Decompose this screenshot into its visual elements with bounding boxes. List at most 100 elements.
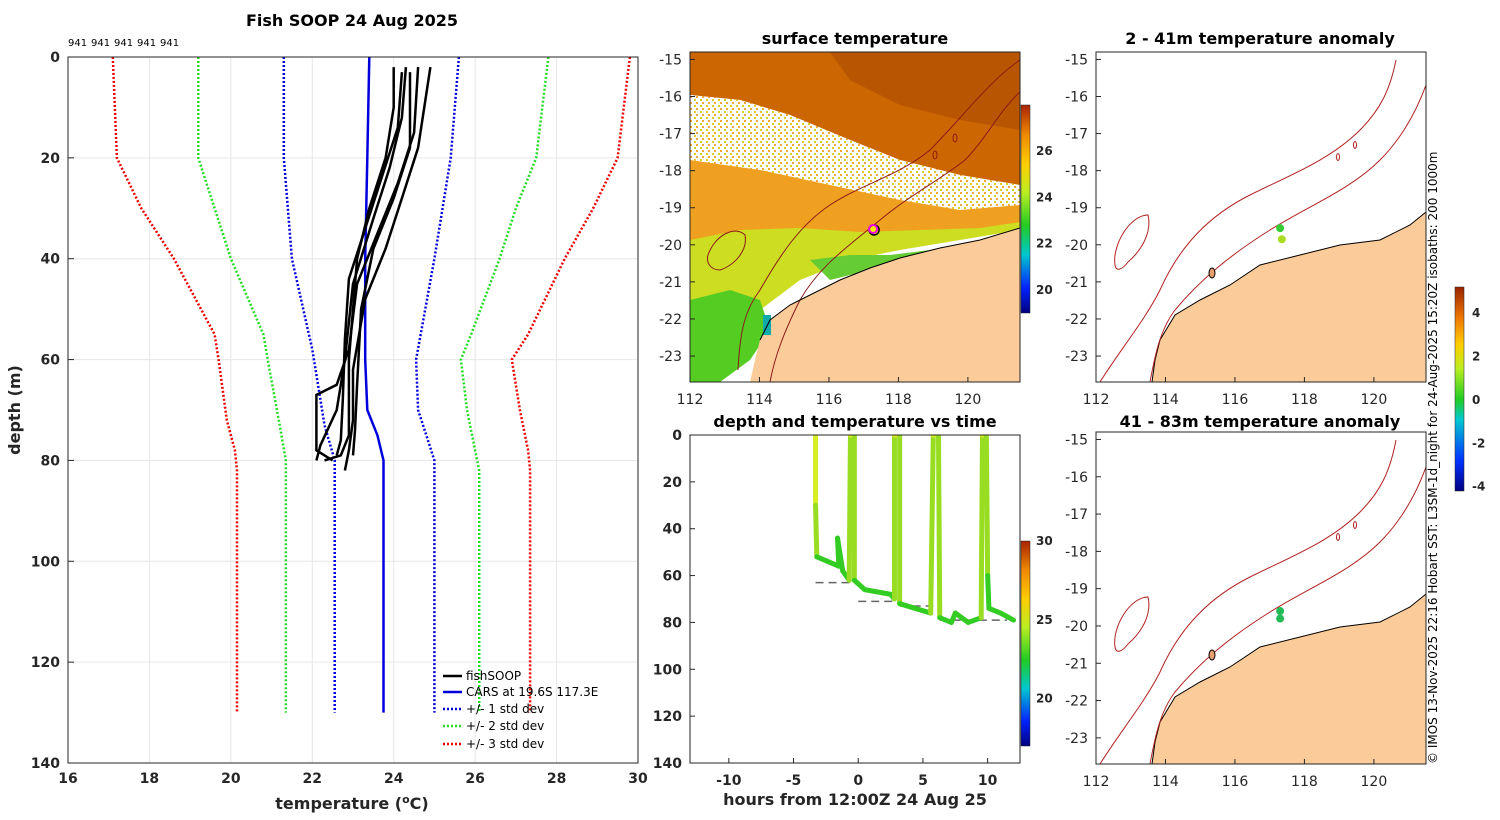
anom-shallow-points (1276, 224, 1286, 244)
dt-xtick-label: 5 (918, 773, 928, 789)
anom-colorbar (1454, 286, 1465, 492)
dt-ytick-label: 20 (663, 475, 683, 491)
dt-track-segment (835, 535, 846, 574)
map-xtick-label: 116 (816, 392, 843, 408)
map-xtick-label: 114 (1152, 774, 1179, 790)
legend-label-3std: +/- 3 std dev (466, 737, 544, 751)
map-ytick-label: -23 (1065, 731, 1088, 747)
profile-series-line (111, 56, 239, 713)
profile-series-line (459, 56, 550, 713)
sst-marker-ring (868, 223, 879, 234)
sst-profile-marker (868, 223, 880, 236)
map-ytick-label: -20 (1065, 238, 1088, 254)
map-ytick-label: -16 (1065, 470, 1088, 486)
profile-xtick-label: 26 (465, 771, 484, 787)
legend-label-fishsoop: fishSOOP (466, 669, 521, 683)
profile-xtick-label: 22 (303, 771, 322, 787)
map-xtick-label: 112 (1083, 774, 1110, 790)
anom-deep-title: 41 - 83m temperature anomaly (1120, 412, 1401, 431)
map-ytick-label: -21 (1065, 656, 1088, 672)
map-ytick-label: -18 (1065, 164, 1088, 180)
dt-track-segment (998, 610, 1017, 623)
dt-colorbar-tick: 25 (1036, 613, 1053, 627)
dt-track-segment (862, 587, 894, 597)
map-xtick-label: 120 (1361, 774, 1388, 790)
dt-track-segment (846, 435, 853, 583)
dt-track-segment (813, 502, 820, 560)
sst-colorbar (1020, 104, 1031, 314)
sst-map-axes-box (689, 51, 1021, 383)
map-xtick-label: 114 (746, 392, 773, 408)
dt-track-segment (985, 573, 992, 611)
legend-label-2std: +/- 2 std dev (466, 719, 544, 733)
map-ytick-label: -19 (659, 201, 682, 217)
sst-map-title: surface temperature (762, 29, 949, 48)
profile-ytick-label: 40 (41, 252, 61, 268)
profile-title: Fish SOOP 24 Aug 2025 (246, 11, 458, 30)
anom-colorbar-tick: 4 (1472, 306, 1480, 320)
map-ytick-label: -19 (1065, 201, 1088, 217)
profile-gridlines (67, 56, 639, 764)
dt-ytick-label: 60 (663, 569, 683, 585)
anom-colorbar-ticks: 4 2 0 -2 -4 (1472, 306, 1485, 494)
map-ytick-label: -21 (659, 275, 682, 291)
dt-track-segment (978, 435, 985, 621)
anom-shallow-ticks: 112 114 116 118 120 -15 -16 -17 -18 -19 -20 -21 -22 -… (1065, 52, 1387, 408)
depth-time-colorbar-ticks: 20 25 30 (1036, 534, 1053, 706)
map-ytick-label: -18 (659, 164, 682, 180)
anom-deep-point (1276, 607, 1285, 616)
profile-series (111, 56, 632, 713)
profile-id-labels: 941 941 941 941 941 (68, 38, 179, 49)
depth-time-track (813, 435, 1017, 625)
dt-xtick-label: 0 (853, 773, 863, 789)
map-ytick-label: -22 (1065, 312, 1088, 328)
anom-colorbar-tick: -2 (1472, 436, 1485, 450)
profile-series-line (363, 56, 385, 713)
profile-id-1: 941 (68, 38, 87, 49)
anom-deep-map (1096, 432, 1426, 764)
profile-xtick-label: 18 (140, 771, 159, 787)
anom-colorbar-tick: -4 (1472, 480, 1485, 494)
profile-series-line (414, 56, 461, 713)
map-ytick-label: -17 (659, 127, 682, 143)
profile-xtick-label: 24 (384, 771, 404, 787)
map-xtick-label: 114 (1152, 392, 1179, 408)
map-ytick-label: -15 (1065, 432, 1088, 448)
dt-ytick-label: 0 (672, 428, 682, 444)
profile-xtick-label: 28 (547, 771, 566, 787)
profile-ytick-label: 120 (31, 655, 60, 671)
dt-track-segment (897, 601, 934, 616)
map-ytick-label: -15 (659, 52, 682, 68)
profile-ytick-label: 140 (31, 756, 60, 772)
map-ytick-label: -17 (1065, 127, 1088, 143)
dt-track-segment (952, 610, 971, 625)
dt-ytick-label: 100 (653, 662, 682, 678)
anom-shallow-point (1276, 224, 1285, 233)
dt-track-segment (814, 554, 842, 569)
profile-ytick-label: 80 (41, 453, 61, 469)
profile-id-2: 941 (91, 38, 110, 49)
map-xtick-label: 120 (1361, 392, 1388, 408)
map-xtick-label: 112 (1083, 392, 1110, 408)
sst-map-ticks: 112 114 116 118 120 -15 -16 -17 -18 -19 -20 -21 -22 -… (659, 52, 981, 408)
map-xtick-label: 112 (677, 392, 704, 408)
dt-ytick-label: 80 (663, 615, 683, 631)
dt-colorbar-tick: 30 (1036, 534, 1053, 548)
profile-xtick-label: 30 (628, 771, 648, 787)
map-xtick-label: 120 (955, 392, 982, 408)
profile-axes-box (67, 56, 639, 764)
sst-map-image (690, 52, 1020, 382)
dt-ytick-label: 40 (663, 522, 683, 538)
dt-track-segment (983, 435, 991, 579)
profile-series-line (282, 57, 336, 713)
anom-shallow-axes-box (1095, 51, 1427, 383)
anom-shallow-title: 2 - 41m temperature anomaly (1125, 29, 1395, 48)
map-ytick-label: -19 (1065, 582, 1088, 598)
map-ytick-label: -18 (1065, 544, 1088, 560)
map-xtick-label: 118 (1291, 392, 1318, 408)
profile-series-line (315, 67, 408, 461)
anom-shallow-map (1096, 52, 1426, 382)
dt-colorbar-tick: 20 (1036, 692, 1053, 706)
anom-shallow-point (1277, 235, 1286, 244)
